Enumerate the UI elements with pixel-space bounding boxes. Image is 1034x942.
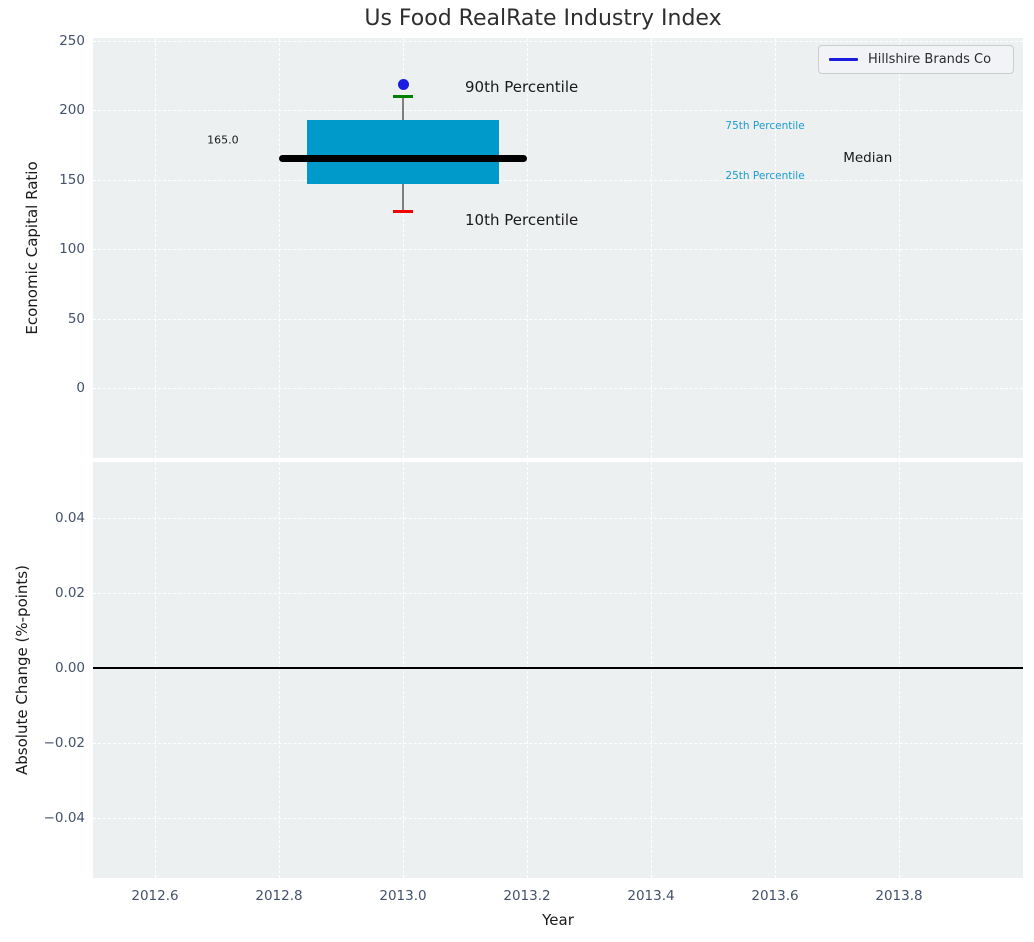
gridline-vertical — [403, 462, 404, 878]
y-axis-label-top: Economic Capital Ratio — [23, 161, 41, 335]
gridline-horizontal — [93, 818, 1023, 820]
zero-change-line — [93, 667, 1023, 669]
gridline-horizontal — [93, 40, 1023, 42]
axes-absolute-change: 2012.6 2012.8 2013.0 2013.2 2013.4 2013.6 2013… — [44, 462, 1023, 904]
y-tick-label: 0.04 — [54, 510, 85, 527]
y-tick-label: 200 — [59, 102, 85, 119]
gridline-horizontal — [93, 179, 1023, 181]
gridline-vertical — [899, 38, 900, 458]
y-tick-label: 50 — [67, 310, 85, 327]
x-axis-label: Year — [542, 911, 574, 929]
y-tick-label: 100 — [59, 241, 85, 258]
chart-title: Us Food RealRate Industry Index — [364, 6, 722, 31]
gridline-vertical — [279, 462, 280, 878]
gridline-horizontal — [93, 743, 1023, 745]
gridline-horizontal — [93, 318, 1023, 320]
gridline-vertical — [155, 38, 156, 458]
gridline-vertical — [651, 462, 652, 878]
gridline-vertical — [775, 462, 776, 878]
x-tick-label: 2012.6 — [131, 888, 179, 904]
gridline-horizontal — [93, 593, 1023, 595]
y-tick-label: 0.00 — [54, 660, 85, 677]
y-axis-label-bottom: Absolute Change (%-points) — [13, 565, 31, 775]
x-tick-label: 2013.8 — [875, 888, 923, 904]
interquartile-box — [306, 120, 500, 185]
annotation-median: Median — [843, 149, 893, 166]
gridline-vertical — [527, 38, 528, 458]
y-tick-label: −0.04 — [43, 810, 85, 827]
annotation-165-0: 165.0 — [207, 133, 239, 147]
legend: Hillshire Brands Co — [818, 45, 1014, 74]
gridline-horizontal — [93, 518, 1023, 520]
y-tick-label: −0.02 — [43, 735, 85, 752]
gridline-horizontal — [93, 249, 1023, 251]
y-tick-label: 0 — [76, 380, 85, 397]
cap-90th-percentile — [393, 94, 413, 98]
gridline-horizontal — [93, 110, 1023, 112]
gridline-horizontal — [93, 388, 1023, 390]
x-tick-label: 2013.0 — [379, 888, 427, 904]
legend-label: Hillshire Brands Co — [868, 52, 992, 67]
gridline-vertical — [527, 462, 528, 878]
x-tick-label: 2012.8 — [255, 888, 303, 904]
annotation-25th-percentile: 25th Percentile — [725, 169, 805, 182]
gridline-vertical — [403, 38, 404, 458]
gridline-vertical — [775, 38, 776, 458]
annotation-10th-percentile: 10th Percentile — [465, 211, 579, 230]
median-line — [279, 155, 527, 163]
gridline-vertical — [155, 462, 156, 878]
x-tick-label: 2013.2 — [503, 888, 551, 904]
x-tick-label: 2013.6 — [751, 888, 799, 904]
x-tick-label: 2013.4 — [627, 888, 675, 904]
cap-10th-percentile — [393, 210, 413, 214]
annotation-90th-percentile: 90th Percentile — [465, 78, 579, 97]
annotation-75th-percentile: 75th Percentile — [725, 120, 805, 133]
company-data-point — [397, 79, 409, 91]
y-tick-label: 250 — [59, 32, 85, 49]
axes-economic-capital-ratio: 250 200 150 100 50 0 90th Percentile 10th Perce… — [59, 33, 1023, 458]
legend-line-sample-icon — [829, 58, 858, 61]
y-tick-label: 150 — [59, 171, 85, 188]
gridline-vertical — [899, 462, 900, 878]
y-tick-label: 0.02 — [54, 585, 85, 602]
gridline-vertical — [279, 38, 280, 458]
gridline-vertical — [651, 38, 652, 458]
